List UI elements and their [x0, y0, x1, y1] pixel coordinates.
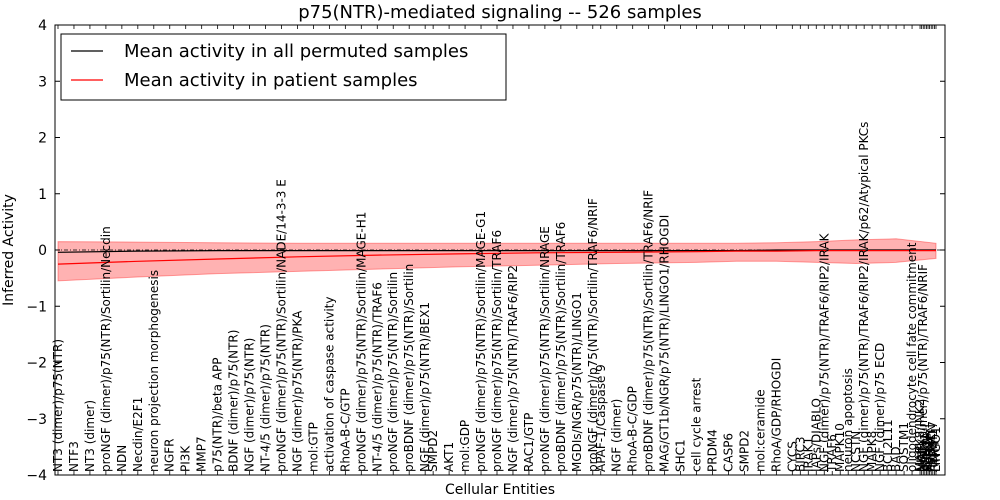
- category-label: NGF (dimer)/p75(NTR)/PKA: [290, 310, 304, 472]
- category-label: proNGF (dimer)/p75(NTR)/Sortilin/MAGE-H1: [354, 212, 368, 472]
- category-label: ADAM17: [926, 421, 940, 472]
- x-axis-label: Cellular Entities: [445, 482, 555, 498]
- category-label: proBDNF (dimer)/p75(NTR)/Sortilin/TRAF6: [554, 222, 568, 472]
- category-label: APAF-1/Caspase 9: [594, 364, 608, 472]
- category-label: SMPD2: [426, 430, 440, 472]
- category-label: NGF (dimer)/p75(NTR)/TRAF6/RIP2: [506, 265, 520, 472]
- category-label: p75(NTR)/beta APP: [211, 358, 225, 473]
- chart-title: p75(NTR)-mediated signaling -- 526 sampl…: [298, 2, 702, 23]
- y-axis-ticks: −4 −3 −2 −1 0 1 2 3 4: [26, 18, 945, 484]
- category-label: NTF3: [67, 441, 81, 472]
- legend-entry-patient: Mean activity in patient samples: [124, 70, 418, 91]
- category-label: PRDM4: [706, 429, 720, 472]
- category-label: CYCS: [785, 441, 799, 472]
- category-label: BDNF (dimer)/p75(NTR): [227, 330, 241, 472]
- y-tick-label: −2: [26, 356, 47, 372]
- category-label: mol:GTP: [306, 422, 320, 472]
- legend-entry-permuted: Mean activity in all permuted samples: [124, 41, 468, 62]
- category-label: mol:ceramide: [753, 389, 767, 472]
- category-label: neuron apoptosis: [841, 368, 855, 472]
- category-label: SHC1: [674, 439, 688, 472]
- category-label: proNGF (dimer)/p75(NTR)/Sortilin/TRAF6: [490, 230, 504, 472]
- category-label: CASP6: [721, 433, 735, 472]
- confidence-band-layer: [57, 238, 937, 282]
- series-line-permuted: [57, 249, 936, 253]
- category-label: NGF (dimer): [610, 399, 624, 472]
- category-label: proNGF (dimer)/p75(NTR)/Sortilin/NADE/14…: [274, 179, 288, 472]
- category-label: APH1A: [919, 431, 933, 472]
- category-label: activation of caspase activity: [322, 297, 336, 472]
- legend: Mean activity in all permuted samples Me…: [60, 33, 507, 101]
- category-label: IAPs/DIABLO: [809, 398, 823, 472]
- category-label: NT-4/5 (dimer)/p75(NTR): [259, 324, 273, 472]
- category-label: MGDIs/NGR/p75(NTR)/LINGO1: [570, 292, 584, 472]
- category-label: SMPD2: [737, 430, 751, 472]
- category-label: proNGF (dimer)/p75(NTR)/Sortilin/TRAF6/N…: [586, 198, 600, 472]
- series-line-patient: [57, 250, 936, 265]
- category-label: NGF (dimer)/p75(NTR): [243, 338, 257, 472]
- series-layer: [57, 249, 936, 265]
- category-label: RhoA-B-C/GTP: [338, 388, 352, 472]
- category-label: RhoA/GDP/RHOGDI: [769, 358, 783, 472]
- category-label: NT-4/5 (dimer)/p75(NTR)/TRAF6: [370, 282, 384, 472]
- category-label: PSENEN: [924, 424, 938, 472]
- category-label: oligodendrocyte cell fate commitment: [905, 242, 919, 472]
- category-label: mol:GDP: [458, 420, 472, 472]
- category-label: NGF (dimer)/p75(NTR)/TRAF6/RIP2/IRAK: [817, 232, 831, 472]
- category-label: MAPK10: [833, 423, 847, 472]
- category-label: NT3 (dimer)/p75(NTR): [51, 339, 65, 472]
- category-label: MAPK8/JNK2: [913, 399, 927, 472]
- y-tick-label: 3: [38, 74, 47, 90]
- y-tick-label: 0: [38, 243, 47, 259]
- category-label: FURIN: [923, 435, 937, 472]
- x-axis-ticks: [57, 25, 937, 475]
- confidence-band: [57, 238, 937, 282]
- category-label: proNGF (dimer)/p75(NTR)/Sortilin/MAGE-G1: [474, 211, 488, 472]
- category-label: neuron projection morphogenesis: [147, 270, 161, 472]
- category-label: NDN: [115, 445, 129, 472]
- category-label: BCL2L11: [881, 419, 895, 472]
- category-label: BIRC3: [793, 436, 807, 472]
- category-label: RAC1/GTP: [522, 413, 536, 472]
- category-label: NRIF: [915, 444, 929, 472]
- category-label: BAD: [889, 446, 903, 472]
- category-label: proNGF (dimer)/p75(NTR)/Sortilin: [386, 272, 400, 472]
- category-label: MAG/GT1b/NGR/p75(NTR)/LINGO1/RHOGDI: [658, 215, 672, 472]
- category-label: cell cycle arrest: [690, 377, 704, 472]
- category-label: NGF (dimer)/p75(NTR)/BEX1: [418, 302, 432, 472]
- y-tick-label: 4: [38, 18, 47, 34]
- y-axis-label: Inferred Activity: [1, 194, 17, 306]
- category-label: NGF (dimer)/p75 ECD: [873, 343, 887, 472]
- legend-box: [60, 33, 507, 101]
- category-label: proBDNF (dimer)/p75(NTR)/Sortilin: [402, 264, 416, 472]
- category-label: proBDNF (dimer)/p75(NTR)/Sortilin/TRAF6/…: [642, 190, 656, 472]
- category-label: RhoA-B-C/GDP: [626, 386, 640, 472]
- category-label: proNGF (dimer)/p75(NTR)/Sortilin/NRAGE: [538, 226, 552, 472]
- category-label: NT3 (dimer): [83, 400, 97, 472]
- category-labels: NT3 (dimer)/p75(NTR) NTF3 NT3 (dimer) proNG…: [51, 122, 943, 473]
- category-label: PSEN1: [918, 433, 932, 472]
- y-tick-label: −3: [26, 412, 47, 428]
- y-tick-label: −1: [26, 299, 47, 315]
- category-label: RTN4: [927, 441, 941, 472]
- category-label: TRAF6: [825, 434, 839, 473]
- category-label: AKT1: [442, 442, 456, 472]
- category-label: PI3K: [179, 445, 193, 472]
- y-tick-label: 2: [38, 131, 47, 147]
- y-tick-label: −4: [26, 468, 47, 484]
- category-label: NGF (dimer)/p75(NTR)/TRAF6/NRIF: [916, 264, 930, 472]
- category-label: MMP7: [195, 436, 209, 472]
- category-label: NCSTN: [849, 431, 863, 472]
- category-label: LINGO1: [929, 426, 943, 472]
- category-label: Necdin/E2F1: [131, 397, 145, 472]
- y-tick-label: 1: [38, 187, 47, 203]
- category-label: IRAK1: [801, 437, 815, 472]
- category-label: MAPK8: [865, 431, 879, 472]
- category-label: NGFR: [163, 438, 177, 472]
- category-label: SQSTM1: [897, 422, 911, 472]
- category-label: RIPK2: [921, 437, 935, 472]
- category-label: proNGF (dimer)/p75(NTR)/Sortilin/Necdin: [99, 226, 113, 472]
- category-label: NGF (dimer)/p75(NTR)/TRAF6/RIP2/IRAK/p62…: [857, 122, 871, 472]
